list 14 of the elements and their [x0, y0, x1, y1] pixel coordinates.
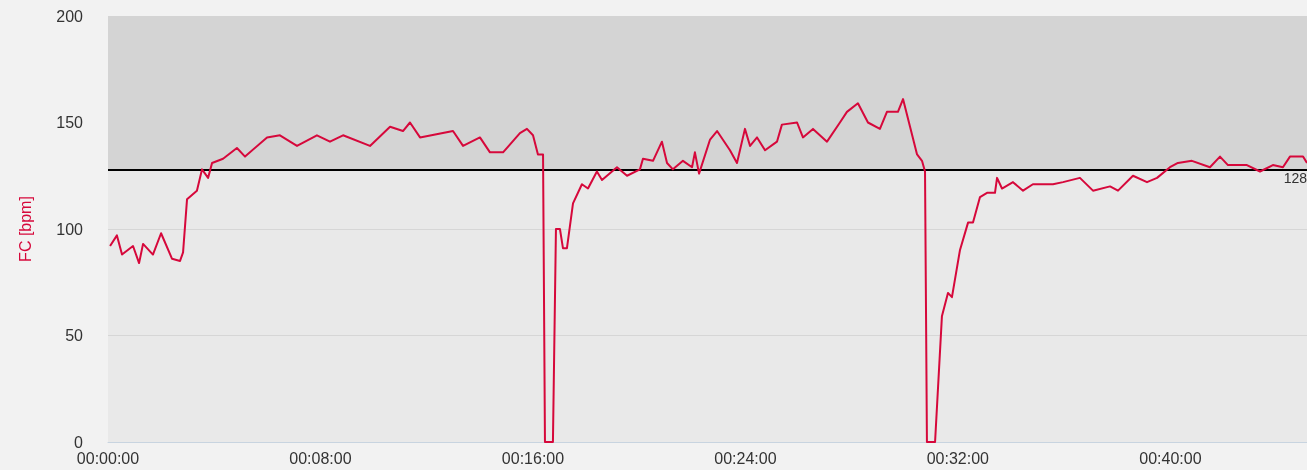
y-axis-title: FC [bpm]: [16, 196, 34, 262]
y-tick-label: 0: [74, 433, 84, 451]
y-tick-label: 200: [56, 7, 84, 25]
x-tick-label: 00:32:00: [926, 449, 990, 467]
y-tick-label: 50: [65, 327, 84, 344]
y-tick-label: 100: [56, 220, 84, 238]
x-tick-label: 00:00:00: [76, 449, 140, 467]
x-tick-label: 00:24:00: [714, 449, 777, 467]
x-tick-label: 00:40:00: [1139, 449, 1202, 467]
y-tick-label: 150: [56, 114, 84, 131]
x-tick-label: 00:08:00: [289, 449, 352, 467]
x-tick-label: 00:16:00: [501, 449, 565, 467]
ref-line-label: 128: [1283, 170, 1307, 187]
line-series: [109, 98, 1307, 443]
